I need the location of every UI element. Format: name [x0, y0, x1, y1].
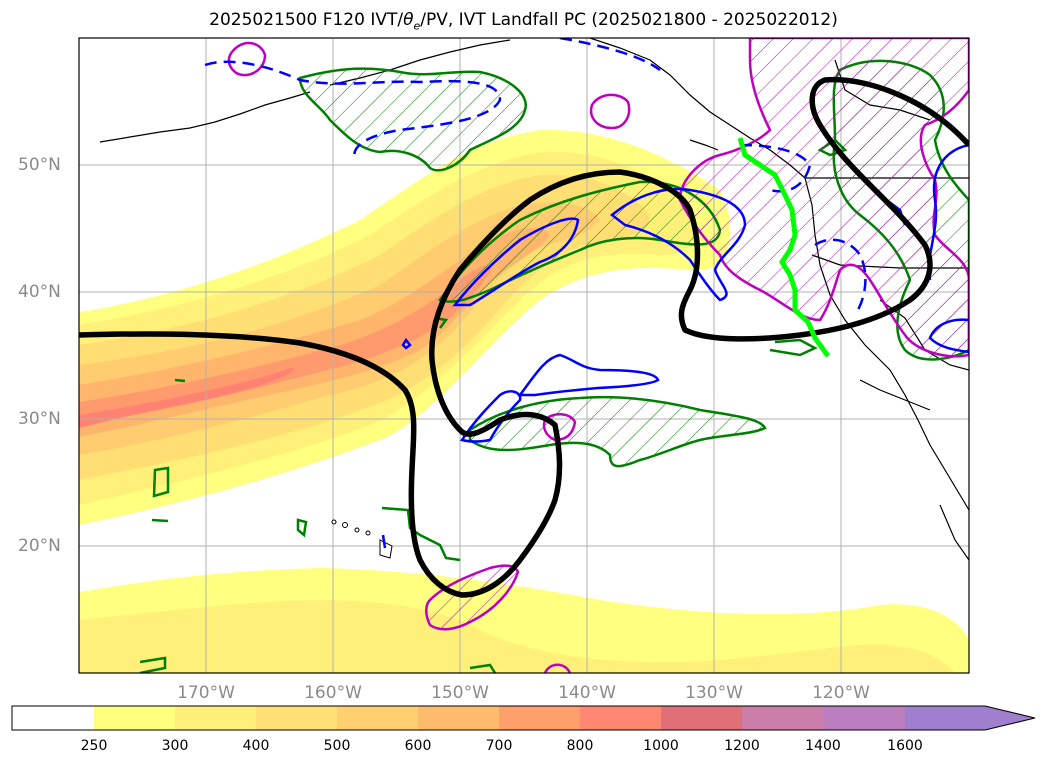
- map-frame: [78, 37, 970, 674]
- lon-label-130w: 130°W: [685, 683, 743, 703]
- lon-label-120w: 120°W: [812, 683, 870, 703]
- lon-label-170w: 170°W: [177, 683, 235, 703]
- blue-contour-subtropical-2: [517, 353, 660, 397]
- green-contour-small-2: [151, 518, 169, 523]
- ivt-band-700: [79, 265, 492, 425]
- colorbar-tick-700: 700: [485, 738, 513, 754]
- green-contour-small-4: [381, 506, 461, 562]
- colorbar-tick-1400: 1400: [805, 738, 841, 754]
- magenta-contour-west-coast: [678, 38, 969, 358]
- green-contour-small-3: [296, 518, 308, 538]
- colorbar-tick-1600: 1600: [887, 738, 923, 754]
- blue-dashed-contour-inland: [814, 238, 867, 316]
- colorbar-tick-400: 400: [242, 738, 270, 754]
- colorbar-tick-1000: 1000: [643, 738, 679, 754]
- green-contour-small-1: [152, 466, 170, 498]
- colorbar-tick-600: 600: [404, 738, 432, 754]
- blue-dashed-contour-north: [204, 60, 502, 161]
- magenta-contour-small: [542, 413, 577, 442]
- lat-label-30: 30°N: [18, 409, 61, 429]
- lat-label-50: 50°N: [18, 155, 61, 175]
- colorbar-tick-800: 800: [566, 738, 594, 754]
- lon-label-150w: 150°W: [431, 683, 489, 703]
- blue-dashed-contour-coast: [739, 143, 812, 193]
- blue-contour-subtropical: [459, 390, 522, 443]
- map-panel: [79, 38, 969, 673]
- lon-label-160w: 160°W: [304, 683, 362, 703]
- map-title: 2025021500 F120 IVT/θe/PV, IVT Landfall …: [209, 10, 838, 33]
- black-contour-main: [79, 76, 969, 598]
- hawaii-islands: [331, 519, 393, 559]
- colorbar-tick-500: 500: [323, 738, 351, 754]
- colorbar-tick-300: 300: [161, 738, 189, 754]
- colorbar-tick-250: 250: [80, 738, 108, 754]
- blue-contour-ar: [452, 217, 580, 307]
- blue-contour-small-2: [381, 534, 387, 549]
- blue-contour-southeast: [928, 318, 969, 354]
- green-contour-small-9: [469, 663, 497, 673]
- lon-label-140w: 140°W: [558, 683, 616, 703]
- colorbar: [11, 705, 1036, 731]
- green-contour-small-7: [769, 338, 818, 357]
- green-contour-small-5: [139, 656, 167, 673]
- lat-label-40: 40°N: [18, 282, 61, 302]
- blue-dashed-contour-north-2: [559, 38, 661, 72]
- colorbar-tick-1200: 1200: [724, 738, 760, 754]
- black-contours: [79, 76, 969, 598]
- magenta-contour-north-1: [227, 41, 267, 77]
- ivt-south-band-300: [79, 600, 955, 673]
- green-contour-small-8: [174, 378, 186, 383]
- green-contour-north: [298, 67, 527, 172]
- magenta-contour-north-2: [589, 93, 631, 130]
- landfall-line: [737, 137, 831, 358]
- lat-label-20: 20°N: [18, 536, 61, 556]
- ivt-band-800: [79, 368, 294, 428]
- blue-contour-small: [401, 337, 412, 350]
- magenta-contour-bottom: [543, 663, 572, 673]
- blue-contour-ar-east: [610, 187, 747, 302]
